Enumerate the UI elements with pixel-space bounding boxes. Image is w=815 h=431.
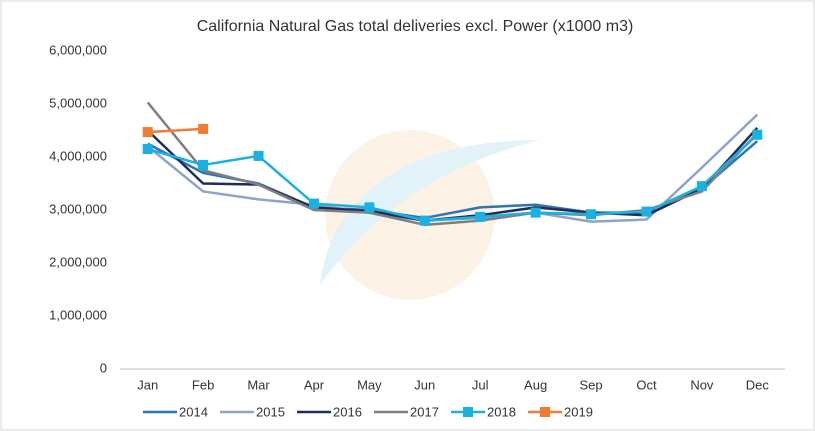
x-tick-label: Feb xyxy=(192,377,214,392)
y-tick-label: 5,000,000 xyxy=(49,95,107,110)
series-marker xyxy=(586,209,597,220)
y-tick-label: 2,000,000 xyxy=(49,254,107,269)
x-tick-label: Jan xyxy=(137,377,158,392)
x-tick-label: Nov xyxy=(690,377,714,392)
series-line xyxy=(147,127,204,134)
series-marker xyxy=(475,211,486,222)
legend-label: 2019 xyxy=(564,404,593,419)
series-marker xyxy=(142,127,153,138)
x-tick-label: Oct xyxy=(636,377,657,392)
legend-label: 2017 xyxy=(410,404,439,419)
series-marker xyxy=(364,202,375,213)
legend-label: 2015 xyxy=(256,404,285,419)
x-tick-label: Apr xyxy=(304,377,325,392)
y-tick-label: 0 xyxy=(100,360,107,375)
legend-label: 2014 xyxy=(179,404,208,419)
series-marker xyxy=(641,206,652,217)
series-marker xyxy=(198,123,209,134)
x-tick-label: Mar xyxy=(247,377,270,392)
y-tick-label: 1,000,000 xyxy=(49,307,107,322)
chart-title: California Natural Gas total deliveries … xyxy=(197,18,634,35)
series-marker xyxy=(530,207,541,218)
series-marker xyxy=(419,215,430,226)
legend-marker xyxy=(540,407,550,417)
series-marker xyxy=(696,181,707,192)
series-marker xyxy=(308,198,319,209)
series-line xyxy=(147,133,759,222)
x-tick-label: Sep xyxy=(579,377,602,392)
y-tick-label: 4,000,000 xyxy=(49,148,107,163)
x-tick-label: Aug xyxy=(524,377,547,392)
x-tick-label: Dec xyxy=(746,377,770,392)
x-tick-label: May xyxy=(357,377,382,392)
legend-label: 2016 xyxy=(333,404,362,419)
series-marker xyxy=(198,159,209,170)
series-marker xyxy=(142,144,153,155)
legend-marker xyxy=(463,407,473,417)
x-tick-label: Jul xyxy=(472,377,489,392)
series-marker xyxy=(253,150,264,161)
y-tick-label: 3,000,000 xyxy=(49,201,107,216)
legend-label: 2018 xyxy=(487,404,516,419)
x-tick-label: Jun xyxy=(414,377,435,392)
y-tick-label: 6,000,000 xyxy=(49,42,107,57)
series-marker xyxy=(752,129,763,140)
